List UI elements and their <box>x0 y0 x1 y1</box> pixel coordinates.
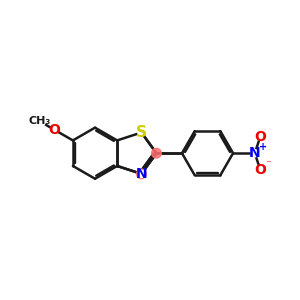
Circle shape <box>257 133 264 140</box>
Text: N: N <box>249 146 261 160</box>
Circle shape <box>138 129 145 136</box>
Circle shape <box>138 170 145 177</box>
Text: +: + <box>259 142 267 152</box>
Circle shape <box>136 169 146 179</box>
Circle shape <box>34 116 45 127</box>
Circle shape <box>251 150 258 157</box>
Circle shape <box>257 166 264 173</box>
Text: O: O <box>254 163 266 177</box>
Circle shape <box>50 126 58 133</box>
Text: S: S <box>136 125 147 140</box>
Circle shape <box>152 148 161 158</box>
Text: CH₃: CH₃ <box>28 116 51 126</box>
Text: O: O <box>254 130 266 144</box>
Text: ⁻: ⁻ <box>265 159 271 169</box>
Text: N: N <box>136 167 147 181</box>
Text: O: O <box>48 123 60 136</box>
